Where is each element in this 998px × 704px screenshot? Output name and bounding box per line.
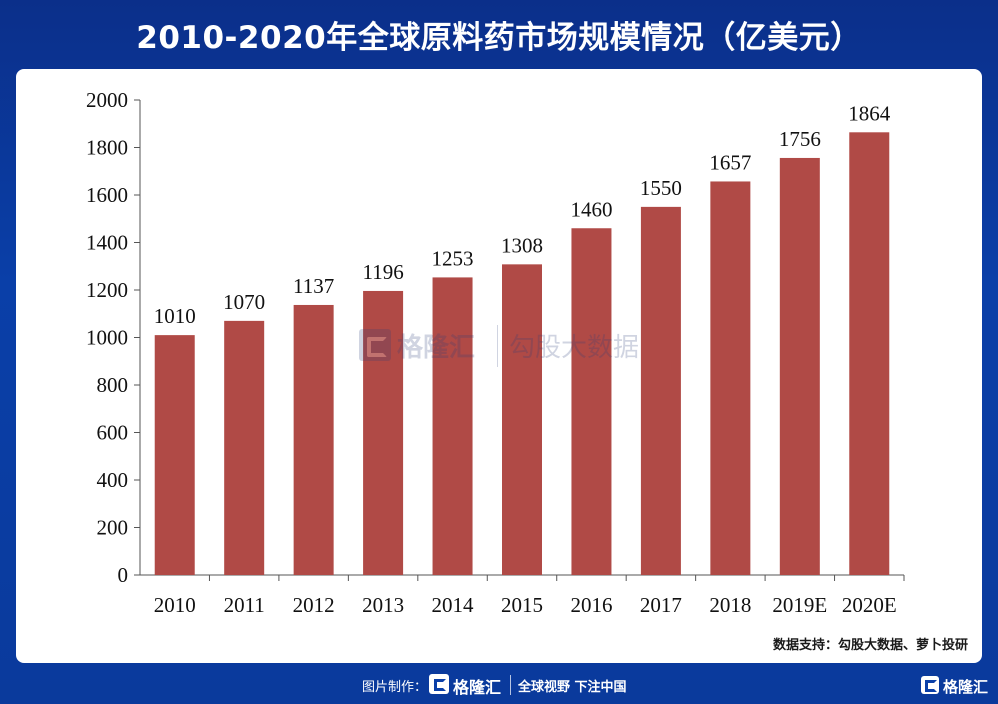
bar-2012 (293, 304, 334, 575)
data-label: 1657 (709, 150, 751, 174)
data-label: 1756 (779, 127, 821, 151)
corner-brand: 格隆汇 (920, 676, 988, 697)
data-label: 1196 (362, 260, 403, 284)
bar-2014 (432, 277, 473, 575)
bar-2016 (571, 228, 612, 575)
bar-2017 (640, 206, 681, 575)
bar-2020E (849, 132, 890, 576)
footer-divider (510, 675, 511, 695)
data-label: 1308 (501, 233, 543, 257)
data-label: 1010 (154, 304, 196, 328)
data-label: 1137 (293, 274, 334, 298)
y-tick-label: 1000 (86, 326, 128, 350)
y-tick-label: 0 (118, 563, 129, 587)
y-tick-label: 400 (97, 468, 129, 492)
x-tick-label: 2018 (709, 593, 751, 617)
bar-chart: 0 200 400 600 800 1000 1200 1400 1600 1800 2000 201… (86, 88, 905, 617)
corner-brand-text: 格隆汇 (942, 678, 988, 696)
data-label: 1253 (432, 246, 474, 270)
y-tick-label: 800 (97, 373, 129, 397)
y-tick-label: 1200 (86, 278, 128, 302)
bar-2015 (502, 264, 542, 575)
bar-2019E (779, 157, 820, 575)
y-tick-label: 1800 (86, 136, 128, 160)
x-tick-label: 2015 (501, 593, 543, 617)
y-tick-label: 1600 (86, 183, 128, 207)
data-label: 1070 (223, 290, 265, 314)
data-label: 1460 (570, 197, 612, 221)
chart-panel: 0 200 400 600 800 1000 1200 1400 1600 1800 2000 201… (16, 69, 982, 663)
y-tick-label: 2000 (86, 88, 128, 112)
x-tick-label: 2020E (842, 593, 897, 617)
bar-2010 (154, 335, 195, 575)
footer-brand: 格隆汇 (453, 678, 502, 697)
x-tick-label: 2013 (362, 593, 404, 617)
x-tick-label: 2012 (293, 593, 335, 617)
corner-logo-icon (920, 676, 939, 694)
footer-logo-icon (429, 674, 449, 694)
source-note: 数据支持：勾股大数据、萝卜投研 (772, 638, 968, 653)
footer-made-by: 图片制作： (362, 680, 428, 695)
bar-2011 (224, 320, 265, 575)
y-tick-label: 600 (97, 421, 129, 445)
x-tick-label: 2017 (640, 593, 682, 617)
x-tick-label: 2010 (154, 593, 196, 617)
x-tick-label: 2019E (772, 593, 827, 617)
y-tick-label: 200 (97, 516, 129, 540)
x-tick-label: 2016 (570, 593, 612, 617)
footer-slogan: 全球视野 下注中国 (518, 680, 627, 695)
data-label: 1550 (640, 176, 682, 200)
x-tick-label: 2011 (224, 593, 265, 617)
bar-2013 (363, 290, 404, 575)
x-tick-label: 2014 (432, 593, 475, 617)
bar-2018 (710, 181, 751, 575)
page-title: 2010-2020年全球原料药市场规模情况（亿美元） (136, 20, 862, 56)
data-label: 1864 (848, 101, 891, 125)
y-tick-label: 1400 (86, 231, 128, 255)
footer: 图片制作： 格隆汇 全球视野 下注中国 (0, 672, 998, 700)
